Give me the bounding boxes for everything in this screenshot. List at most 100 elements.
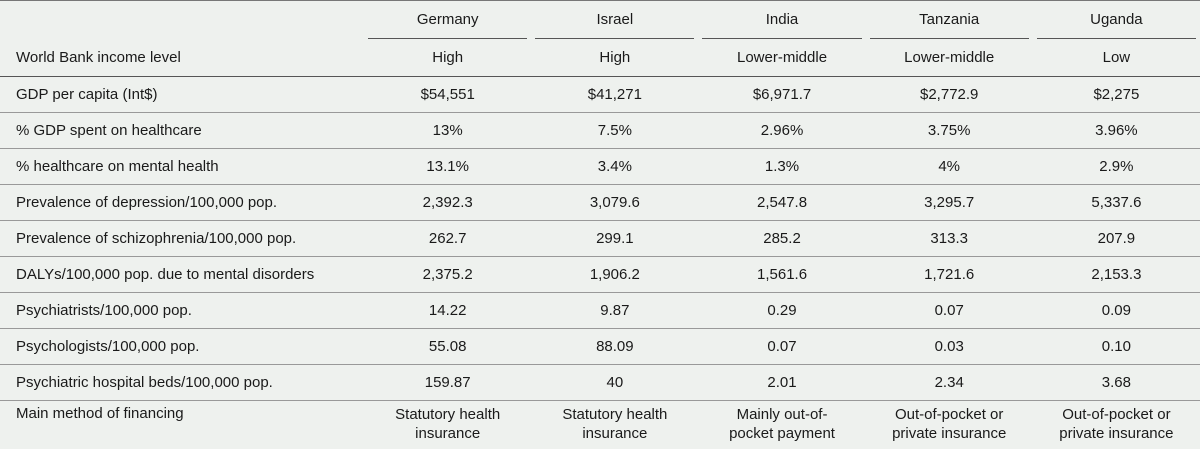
income-cell: High (531, 39, 698, 77)
table-row: Prevalence of depression/100,000 pop. 2,… (0, 185, 1200, 221)
header-row-income: World Bank income level High High Lower-… (0, 39, 1200, 77)
table-cell: 40 (531, 365, 698, 401)
table-cell: 14.22 (364, 293, 531, 329)
row-label: Prevalence of depression/100,000 pop. (0, 185, 364, 221)
financing-line: private insurance (892, 425, 1006, 442)
table-cell: 0.09 (1033, 293, 1200, 329)
table-cell: 1,721.6 (866, 257, 1033, 293)
table-cell: 159.87 (364, 365, 531, 401)
financing-line: insurance (415, 425, 480, 442)
financing-cell: Out-of-pocket or private insurance (866, 401, 1033, 449)
header-corner (0, 1, 364, 39)
column-header-uganda: Uganda (1033, 1, 1200, 39)
table-cell: $2,772.9 (866, 77, 1033, 113)
table-cell: 2.34 (866, 365, 1033, 401)
income-cell: Lower-middle (698, 39, 865, 77)
table-row: % GDP spent on healthcare 13% 7.5% 2.96%… (0, 113, 1200, 149)
column-header-label: India (702, 1, 861, 39)
table-row: Psychologists/100,000 pop. 55.08 88.09 0… (0, 329, 1200, 365)
financing-cell: Statutory health insurance (364, 401, 531, 449)
table-row: Psychiatrists/100,000 pop. 14.22 9.87 0.… (0, 293, 1200, 329)
table-row: Psychiatric hospital beds/100,000 pop. 1… (0, 365, 1200, 401)
table-cell: 2,547.8 (698, 185, 865, 221)
table-cell: 3.4% (531, 149, 698, 185)
column-header-label: Tanzania (870, 1, 1029, 39)
financing-line: Mainly out-of- (737, 406, 828, 423)
table-cell: 285.2 (698, 221, 865, 257)
column-header-germany: Germany (364, 1, 531, 39)
table-cell: 2.01 (698, 365, 865, 401)
column-header-india: India (698, 1, 865, 39)
table-cell: 1,561.6 (698, 257, 865, 293)
table-cell: 1,906.2 (531, 257, 698, 293)
table-cell: 13.1% (364, 149, 531, 185)
table-row: % healthcare on mental health 13.1% 3.4%… (0, 149, 1200, 185)
table-cell: 3,295.7 (866, 185, 1033, 221)
financing-line: private insurance (1059, 425, 1173, 442)
header-row-countries: Germany Israel India Tanzania Uganda (0, 1, 1200, 39)
row-label: % healthcare on mental health (0, 149, 364, 185)
row-label: Main method of financing (0, 401, 364, 449)
table-cell: 1.3% (698, 149, 865, 185)
column-header-israel: Israel (531, 1, 698, 39)
table-cell: 207.9 (1033, 221, 1200, 257)
column-header-label: Israel (535, 1, 694, 39)
financing-line: Statutory health (395, 406, 500, 423)
financing-line: Statutory health (562, 406, 667, 423)
financing-cell: Statutory health insurance (531, 401, 698, 449)
table-row: GDP per capita (Int$) $54,551 $41,271 $6… (0, 77, 1200, 113)
table-cell: $54,551 (364, 77, 531, 113)
table-cell: 0.29 (698, 293, 865, 329)
table-cell: 7.5% (531, 113, 698, 149)
income-cell: Low (1033, 39, 1200, 77)
column-header-label: Germany (368, 1, 527, 39)
table-cell: 2.96% (698, 113, 865, 149)
financing-line: insurance (582, 425, 647, 442)
table-cell: 3,079.6 (531, 185, 698, 221)
table-cell: $2,275 (1033, 77, 1200, 113)
table-row: DALYs/100,000 pop. due to mental disorde… (0, 257, 1200, 293)
table-cell: 9.87 (531, 293, 698, 329)
row-label: Psychiatrists/100,000 pop. (0, 293, 364, 329)
table-cell: 88.09 (531, 329, 698, 365)
table-cell: $6,971.7 (698, 77, 865, 113)
financing-line: Out-of-pocket or (895, 406, 1003, 423)
table-cell: 0.03 (866, 329, 1033, 365)
table-cell: 55.08 (364, 329, 531, 365)
table-cell: 2,375.2 (364, 257, 531, 293)
column-header-label: Uganda (1037, 1, 1196, 39)
table-cell: 3.96% (1033, 113, 1200, 149)
table-row: Prevalence of schizophrenia/100,000 pop.… (0, 221, 1200, 257)
row-label: Psychologists/100,000 pop. (0, 329, 364, 365)
table-cell: 299.1 (531, 221, 698, 257)
table-cell: 313.3 (866, 221, 1033, 257)
financing-cell: Mainly out-of- pocket payment (698, 401, 865, 449)
column-header-tanzania: Tanzania (866, 1, 1033, 39)
table-cell: 2.9% (1033, 149, 1200, 185)
table-cell: 0.07 (698, 329, 865, 365)
income-cell: Lower-middle (866, 39, 1033, 77)
table-cell: 5,337.6 (1033, 185, 1200, 221)
financing-line: Out-of-pocket or (1062, 406, 1170, 423)
row-label: Psychiatric hospital beds/100,000 pop. (0, 365, 364, 401)
table-row-financing: Main method of financing Statutory healt… (0, 401, 1200, 449)
table-cell: 0.10 (1033, 329, 1200, 365)
table-cell: 13% (364, 113, 531, 149)
row-label: % GDP spent on healthcare (0, 113, 364, 149)
table-cell: 0.07 (866, 293, 1033, 329)
table-cell: 262.7 (364, 221, 531, 257)
row-label: World Bank income level (0, 39, 364, 77)
row-label: GDP per capita (Int$) (0, 77, 364, 113)
table-cell: 2,153.3 (1033, 257, 1200, 293)
table-cell: $41,271 (531, 77, 698, 113)
row-label: Prevalence of schizophrenia/100,000 pop. (0, 221, 364, 257)
table-cell: 3.75% (866, 113, 1033, 149)
row-label: DALYs/100,000 pop. due to mental disorde… (0, 257, 364, 293)
income-cell: High (364, 39, 531, 77)
financing-line: pocket payment (729, 425, 835, 442)
table-cell: 2,392.3 (364, 185, 531, 221)
table-cell: 3.68 (1033, 365, 1200, 401)
financing-cell: Out-of-pocket or private insurance (1033, 401, 1200, 449)
